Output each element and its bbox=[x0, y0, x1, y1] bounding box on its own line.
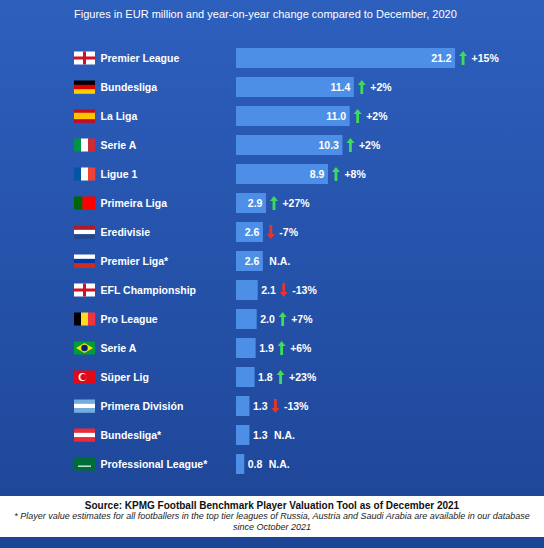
svg-text:Primera División: Primera División bbox=[101, 400, 184, 412]
svg-text:-7%: -7% bbox=[279, 226, 298, 238]
svg-text:8.9: 8.9 bbox=[310, 168, 325, 180]
svg-text:Eredivisie: Eredivisie bbox=[101, 226, 151, 238]
svg-text:Ligue 1: Ligue 1 bbox=[101, 168, 138, 180]
svg-text:-13%: -13% bbox=[284, 400, 309, 412]
svg-text:21.2: 21.2 bbox=[431, 52, 452, 64]
html-text:Source: KPMG Football Benchmar: Source: KPMG Football Benchmark Player V… bbox=[84, 500, 460, 511]
svg-text:+15%: +15% bbox=[472, 52, 500, 64]
svg-text:Pro League: Pro League bbox=[101, 313, 158, 325]
html-text:* Player value estimates for a: * Player value estimates for all footbal… bbox=[14, 511, 530, 532]
svg-text:EFL Championship: EFL Championship bbox=[101, 284, 196, 296]
svg-text:N.A.: N.A. bbox=[269, 458, 290, 470]
svg-text:Premier League: Premier League bbox=[101, 52, 180, 64]
svg-text:+2%: +2% bbox=[370, 81, 392, 93]
svg-text:Süper Lig: Süper Lig bbox=[101, 371, 149, 383]
svg-text:11.0: 11.0 bbox=[326, 110, 346, 122]
svg-text:Serie A: Serie A bbox=[101, 139, 137, 151]
svg-text:+6%: +6% bbox=[290, 342, 312, 354]
svg-text:11.4: 11.4 bbox=[330, 81, 350, 93]
svg-text:Serie A: Serie A bbox=[101, 342, 137, 354]
svg-text:+23%: +23% bbox=[289, 371, 317, 383]
svg-text:Professional League*: Professional League* bbox=[101, 458, 209, 470]
svg-text:+2%: +2% bbox=[366, 110, 388, 122]
svg-text:+27%: +27% bbox=[282, 197, 310, 209]
svg-text:1.3: 1.3 bbox=[253, 400, 268, 412]
svg-text:2.6: 2.6 bbox=[245, 255, 260, 267]
svg-text:N.A.: N.A. bbox=[269, 255, 290, 267]
svg-text:Bundesliga*: Bundesliga* bbox=[101, 429, 163, 441]
svg-text:2.6: 2.6 bbox=[245, 226, 260, 238]
svg-text:-13%: -13% bbox=[292, 284, 317, 296]
svg-text:Bundesliga: Bundesliga bbox=[101, 81, 158, 93]
svg-text:Primeira Liga: Primeira Liga bbox=[101, 197, 168, 209]
svg-text:10.3: 10.3 bbox=[318, 139, 339, 151]
svg-text:1.9: 1.9 bbox=[259, 342, 274, 354]
svg-text:0.8: 0.8 bbox=[248, 458, 263, 470]
svg-text:1.8: 1.8 bbox=[258, 371, 273, 383]
svg-text:1.3: 1.3 bbox=[253, 429, 268, 441]
svg-text:+2%: +2% bbox=[359, 139, 381, 151]
html-text:Figures in EUR million and yea: Figures in EUR million and year-on-year … bbox=[74, 8, 457, 20]
svg-text:+8%: +8% bbox=[344, 168, 366, 180]
svg-text:+7%: +7% bbox=[291, 313, 313, 325]
svg-text:N.A.: N.A. bbox=[274, 429, 295, 441]
svg-text:2.0: 2.0 bbox=[260, 313, 275, 325]
svg-text:La Liga: La Liga bbox=[101, 110, 138, 122]
svg-text:2.9: 2.9 bbox=[248, 197, 263, 209]
svg-text:Premier Liga*: Premier Liga* bbox=[101, 255, 170, 267]
svg-text:2.1: 2.1 bbox=[261, 284, 276, 296]
